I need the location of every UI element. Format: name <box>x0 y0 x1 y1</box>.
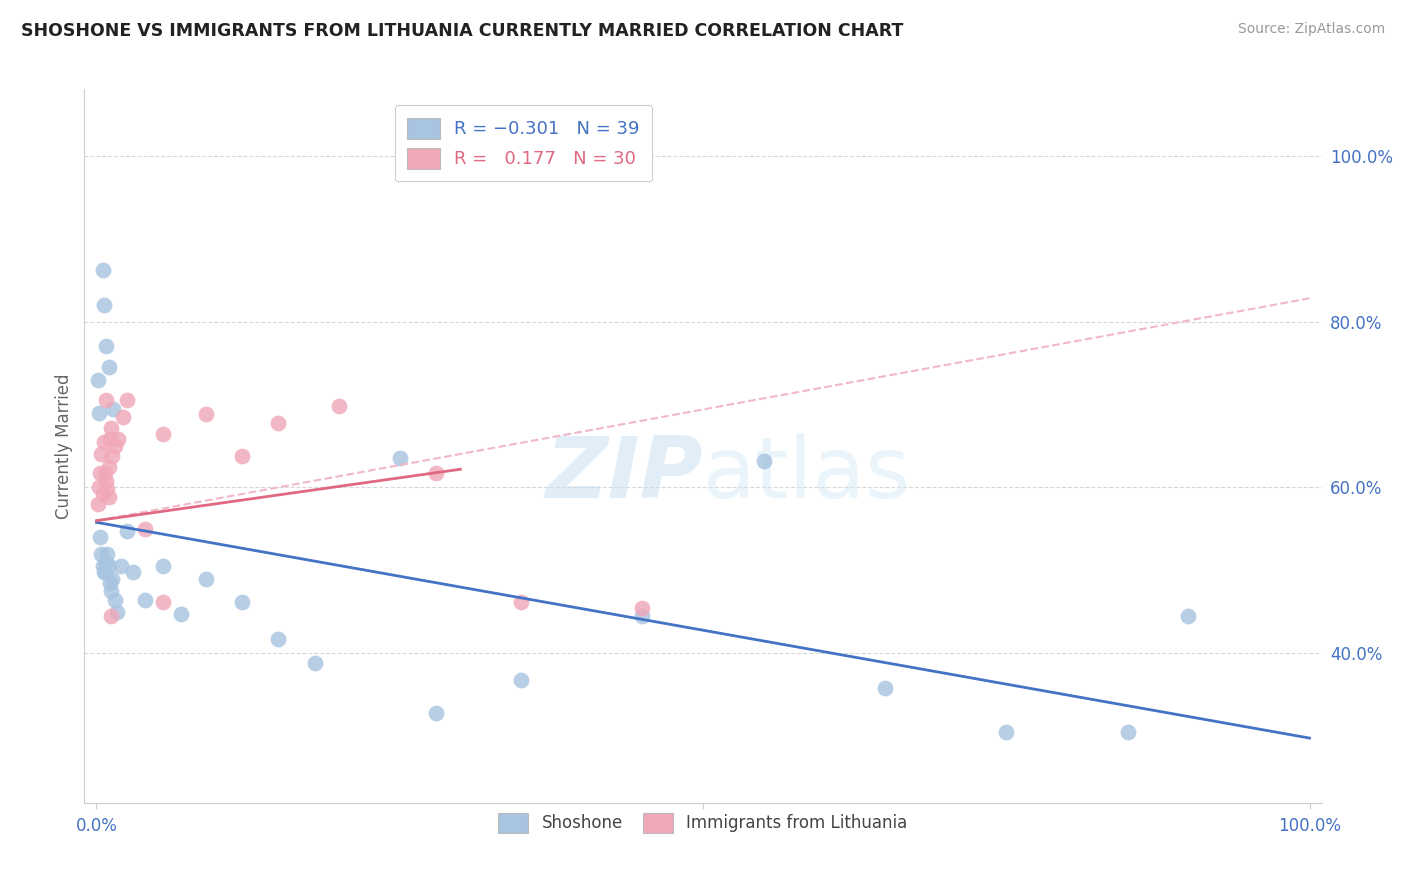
Point <box>96 339 118 353</box>
Point <box>425 466 447 480</box>
Point <box>110 559 132 574</box>
Text: SHOSHONE VS IMMIGRANTS FROM LITHUANIA CURRENTLY MARRIED CORRELATION CHART: SHOSHONE VS IMMIGRANTS FROM LITHUANIA CU… <box>21 22 904 40</box>
Point <box>93 298 115 312</box>
Point <box>97 559 120 574</box>
Point <box>96 482 118 496</box>
Point <box>631 609 654 624</box>
Point <box>873 681 896 696</box>
Point <box>96 393 118 408</box>
Point <box>87 406 110 420</box>
Point <box>104 592 127 607</box>
Text: Source: ZipAtlas.com: Source: ZipAtlas.com <box>1237 22 1385 37</box>
Point <box>94 565 117 579</box>
Point <box>90 447 112 461</box>
Point <box>134 592 156 607</box>
Point <box>995 725 1018 739</box>
Text: ZIP: ZIP <box>546 433 703 516</box>
Point <box>97 459 120 474</box>
Point <box>87 481 110 495</box>
Point <box>115 393 138 408</box>
Point <box>152 595 174 609</box>
Point <box>152 559 174 574</box>
Point <box>152 426 174 441</box>
Point <box>98 433 121 447</box>
Point <box>89 466 111 480</box>
Point <box>107 433 129 447</box>
Point <box>101 572 124 586</box>
Point <box>91 487 114 501</box>
Point <box>194 408 217 422</box>
Point <box>96 474 118 488</box>
Point <box>103 401 125 416</box>
Point <box>100 584 122 599</box>
Point <box>194 572 217 586</box>
Point <box>267 632 290 646</box>
Y-axis label: Currently Married: Currently Married <box>55 373 73 519</box>
Point <box>97 491 120 505</box>
Point <box>94 466 117 480</box>
Point <box>104 439 127 453</box>
Point <box>231 595 253 609</box>
Point <box>91 263 114 277</box>
Point <box>101 449 124 463</box>
Point <box>122 565 145 579</box>
Point <box>134 522 156 536</box>
Point <box>388 451 411 466</box>
Point <box>96 547 118 561</box>
Point <box>93 565 115 579</box>
Point <box>105 605 128 619</box>
Point <box>96 555 118 569</box>
Legend: Shoshone, Immigrants from Lithuania: Shoshone, Immigrants from Lithuania <box>491 805 915 841</box>
Point <box>425 706 447 721</box>
Point <box>328 399 350 413</box>
Point <box>1116 725 1139 739</box>
Point <box>98 575 121 590</box>
Point <box>112 409 135 424</box>
Point <box>1177 609 1199 624</box>
Point <box>267 416 290 430</box>
Point <box>115 524 138 538</box>
Point <box>510 673 533 687</box>
Point <box>90 547 112 561</box>
Point <box>86 373 108 387</box>
Point <box>100 609 122 624</box>
Point <box>231 449 253 463</box>
Point <box>100 421 122 435</box>
Point <box>86 497 108 511</box>
Point <box>631 600 654 615</box>
Point <box>752 454 775 468</box>
Text: atlas: atlas <box>703 433 911 516</box>
Point <box>91 559 114 574</box>
Point <box>170 607 193 621</box>
Point <box>510 595 533 609</box>
Point <box>89 530 111 544</box>
Point <box>304 657 326 671</box>
Point <box>97 360 120 375</box>
Point <box>93 434 115 449</box>
